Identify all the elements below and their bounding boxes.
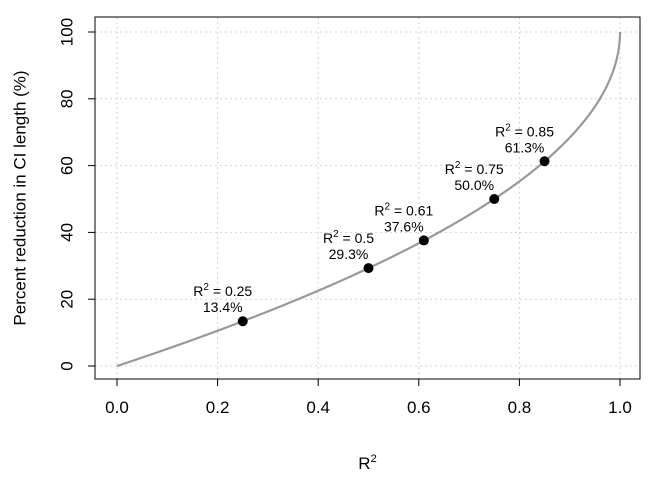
- x-axis-title: R2: [358, 453, 376, 473]
- grid: [95, 17, 640, 379]
- data-point-0: [237, 316, 248, 327]
- annotation-r2-2: R2 = 0.61: [374, 201, 433, 218]
- x-tick-label-3: 0.6: [407, 398, 431, 417]
- annotation-pct-1: 29.3%: [329, 246, 369, 262]
- y-tick-label-4: 80: [58, 89, 77, 108]
- annotation-r2-1: R2 = 0.5: [323, 229, 374, 246]
- data-point-1: [363, 263, 374, 274]
- curve-line: [116, 32, 622, 368]
- x-tick-label-0: 0.0: [105, 398, 129, 417]
- y-tick-label-0: 0: [58, 361, 77, 370]
- x-tick-label-5: 1.0: [608, 398, 632, 417]
- annotation-pct-0: 13.4%: [203, 299, 243, 315]
- y-tick-label-5: 100: [58, 18, 77, 46]
- x-tick-label-2: 0.4: [306, 398, 330, 417]
- y-tick-label-1: 20: [58, 290, 77, 309]
- x-tick-label-1: 0.2: [206, 398, 230, 417]
- x-axis: 0.0 0.2 0.4 0.6 0.8 1.0: [105, 378, 632, 417]
- y-axis: 0 20 40 60 80 100: [58, 18, 96, 371]
- x-tick-label-4: 0.8: [508, 398, 532, 417]
- annotation-r2-0: R2 = 0.25: [193, 282, 252, 299]
- annotation-r2-4: R2 = 0.85: [495, 122, 554, 139]
- data-points: [237, 156, 550, 327]
- annotation-pct-2: 37.6%: [384, 218, 424, 234]
- x-axis-title-base: R: [358, 454, 370, 473]
- data-point-3: [489, 194, 500, 204]
- data-point-4: [539, 156, 550, 167]
- annotation-pct-3: 50.0%: [454, 177, 494, 193]
- y-tick-label-3: 60: [58, 156, 77, 175]
- y-tick-label-2: 40: [58, 223, 77, 242]
- x-axis-title-superscript: 2: [371, 453, 377, 465]
- annotation-r2-3: R2 = 0.75: [445, 160, 504, 177]
- y-axis-title: Percent reduction in CI length (%): [11, 70, 30, 325]
- annotation-pct-4: 61.3%: [505, 139, 545, 155]
- plot-border: [94, 16, 641, 380]
- data-point-2: [418, 235, 429, 246]
